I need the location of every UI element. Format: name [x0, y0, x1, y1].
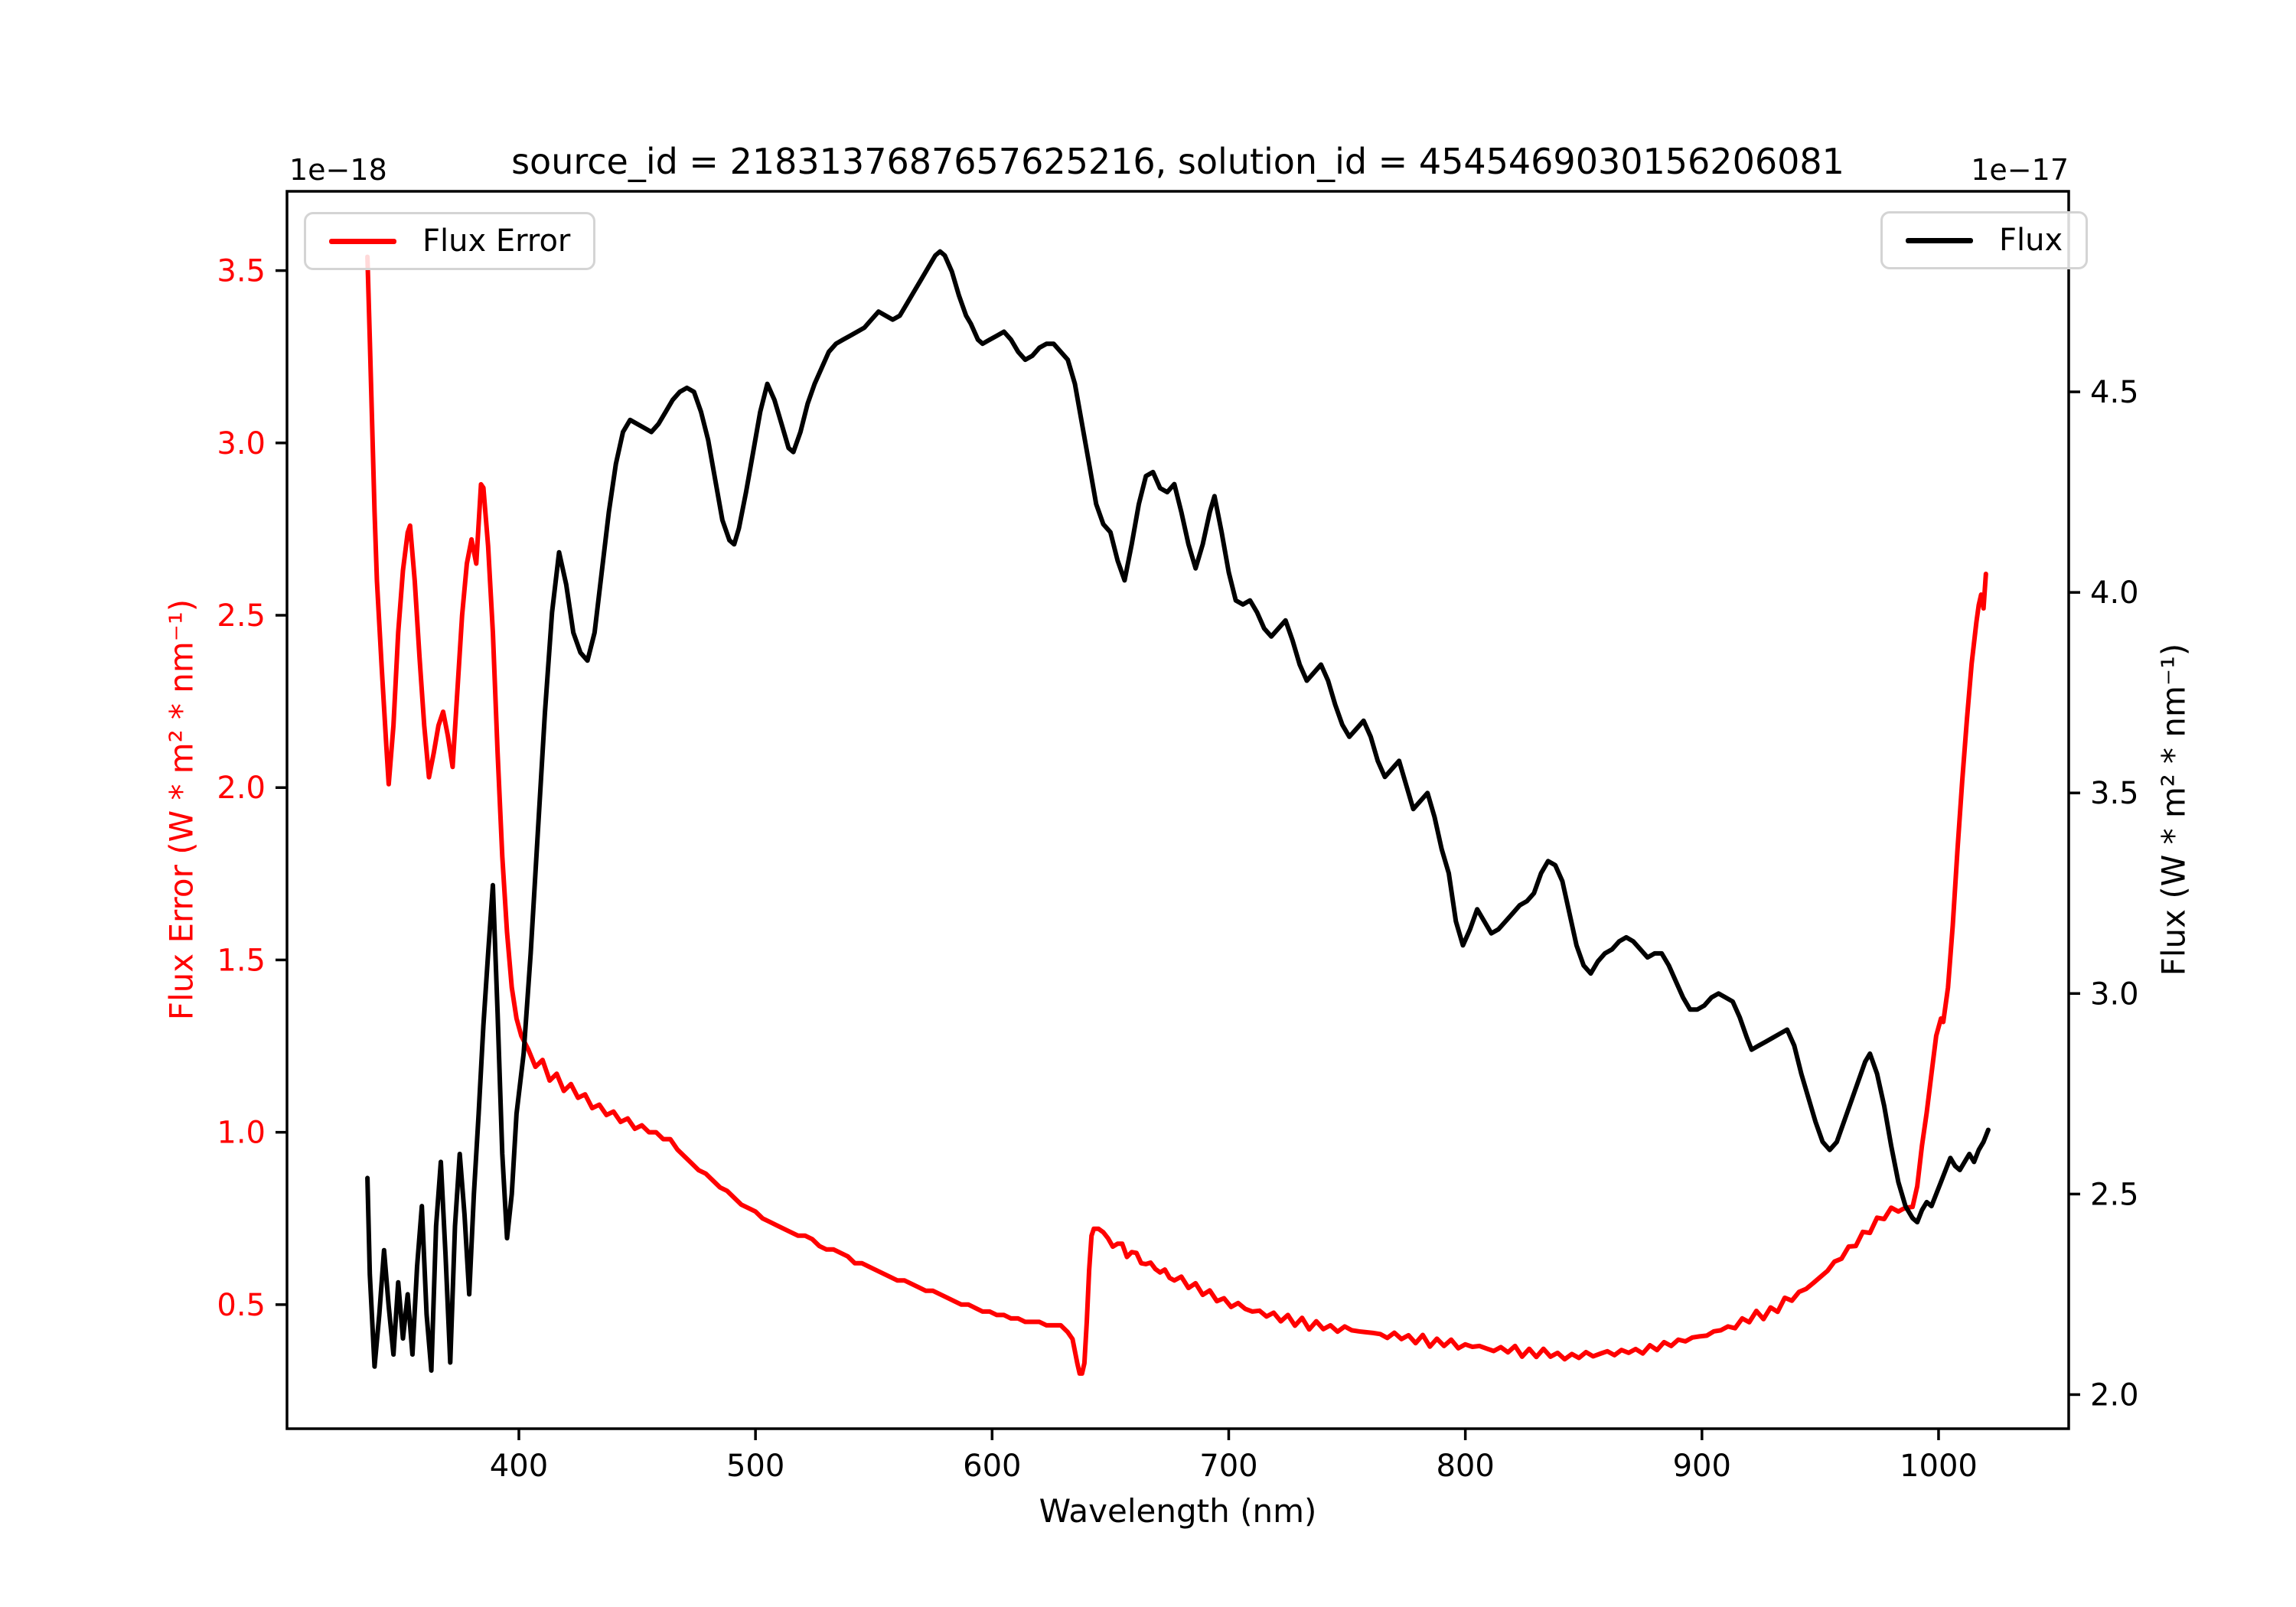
right-y-tick-label: 2.0 [2090, 1377, 2139, 1413]
right-y-tick-label: 3.5 [2090, 776, 2139, 811]
x-tick-label: 600 [963, 1449, 1021, 1484]
x-tick-label: 500 [726, 1449, 784, 1484]
left-y-tick-label: 0.5 [217, 1288, 266, 1323]
x-tick-label: 700 [1199, 1449, 1257, 1484]
plot-frame [285, 190, 2070, 1430]
left-axis-offset-text: 1e−18 [289, 153, 387, 187]
left-y-tick-label: 3.0 [217, 426, 266, 461]
flux-curve [365, 249, 1991, 1373]
left-y-tick-label: 3.5 [217, 254, 266, 289]
left-y-axis-label: Flux Error (W * m² * nm⁻¹) [162, 598, 201, 1021]
x-tick-label: 1000 [1900, 1449, 1978, 1484]
flux-error-legend-label: Flux Error [422, 223, 571, 259]
flux-legend-label: Flux [1999, 223, 2063, 258]
right-y-tick-label: 4.5 [2090, 375, 2139, 410]
right-y-axis-label: Flux (W * m² * nm⁻¹) [2154, 643, 2193, 976]
right-y-tick-label: 3.0 [2090, 976, 2139, 1012]
plot-title: source_id = 2183137687657625216, solutio… [511, 141, 1844, 182]
x-tick-label: 800 [1436, 1449, 1494, 1484]
right-y-tick-label: 4.0 [2090, 575, 2139, 611]
x-tick-label: 400 [490, 1449, 548, 1484]
flux-error-curve [365, 254, 1988, 1376]
left-y-tick-label: 2.5 [217, 598, 266, 634]
legend-flux: Flux [1880, 211, 2089, 269]
right-y-tick-label: 2.5 [2090, 1177, 2139, 1212]
left-y-tick-label: 2.0 [217, 771, 266, 806]
left-y-tick-label: 1.5 [217, 943, 266, 978]
right-axis-offset-text: 1e−17 [1971, 153, 2069, 187]
left-y-tick-label: 1.0 [217, 1116, 266, 1151]
flux-error-legend-swatch [329, 238, 396, 244]
flux-legend-swatch [1906, 237, 1973, 243]
legend-flux-error: Flux Error [304, 212, 596, 270]
x-tick-label: 900 [1673, 1449, 1731, 1484]
x-axis-label: Wavelength (nm) [1039, 1492, 1317, 1530]
